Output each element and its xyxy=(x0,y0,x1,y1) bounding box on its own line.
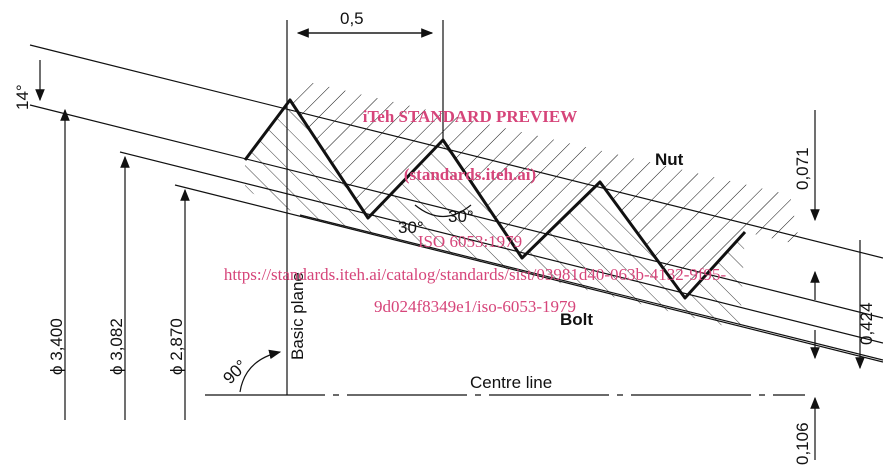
major-diameter: ϕ 3,400 xyxy=(47,318,66,375)
nut-label: Nut xyxy=(655,150,684,169)
watermark-title: iTeh STANDARD PREVIEW xyxy=(363,107,577,126)
watermark-standard: ISO 6053:1979 xyxy=(418,232,522,251)
nut-depth: 0,071 xyxy=(793,147,812,190)
watermark-url: https://standards.iteh.ai/catalog/standa… xyxy=(224,265,727,284)
thread-depth: 0,424 xyxy=(857,302,876,345)
right-angle-label: 90° xyxy=(219,356,251,388)
minor-diameter: ϕ 2,870 xyxy=(167,318,186,375)
basic-plane-label: Basic plane xyxy=(288,272,307,360)
centre-offset: 0,106 xyxy=(793,422,812,465)
half-angle: 30° xyxy=(448,207,474,226)
centre-line-label: Centre line xyxy=(470,373,552,392)
page: {"dimensions": {"pitch": "0,5", "flank_a… xyxy=(0,0,883,472)
watermark-subtitle: (standards.iteh.ai) xyxy=(404,165,536,184)
watermark-url: 9d024f8349e1/iso-6053-1979 xyxy=(374,297,576,316)
pitch-diameter: ϕ 3,082 xyxy=(107,318,126,375)
right-dims xyxy=(815,110,860,460)
drawing: 0,5 ϕ 3,400 ϕ 3,082 ϕ 2,870 14° 0,071 0,… xyxy=(0,0,883,472)
flank-angle: 14° xyxy=(13,84,32,110)
pitch-label: 0,5 xyxy=(340,9,364,28)
